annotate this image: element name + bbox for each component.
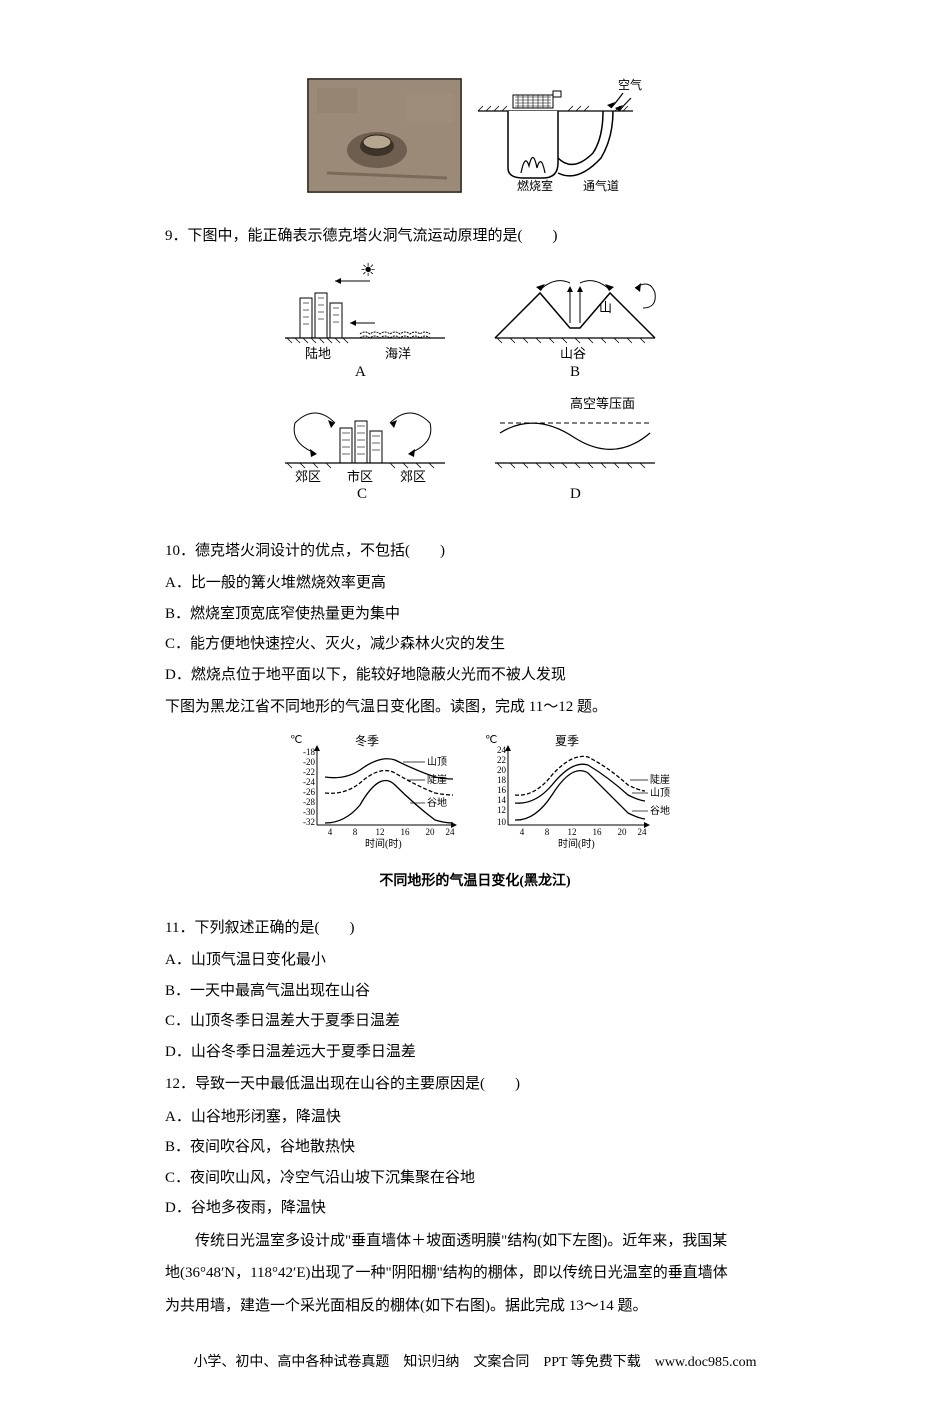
q9-text: 9．下图中，能正确表示德克塔火洞气流运动原理的是( ) <box>165 222 785 251</box>
svg-text:陡崖: 陡崖 <box>650 774 670 786</box>
q10-text: 10．德克塔火洞设计的优点，不包括( ) <box>165 537 785 566</box>
svg-text:山顶: 山顶 <box>650 787 670 799</box>
q10-opt-b: B．燃烧室顶宽底窄使热量更为集中 <box>165 600 785 629</box>
label-chamber: 燃烧室 <box>517 178 553 193</box>
svg-text:20: 20 <box>497 765 507 775</box>
svg-text:-20: -20 <box>303 757 315 767</box>
svg-text:A: A <box>355 364 366 380</box>
q12-opt-b: B．夜间吹谷风，谷地散热快 <box>165 1133 785 1162</box>
q11-opt-d: D．山谷冬季日温差远大于夏季日温差 <box>165 1038 785 1067</box>
q12-opt-c: C．夜间吹山风，冷空气沿山坡下沉集聚在谷地 <box>165 1164 785 1193</box>
svg-text:20: 20 <box>618 827 628 837</box>
svg-text:郊区: 郊区 <box>295 469 321 484</box>
svg-text:℃: ℃ <box>290 734 302 746</box>
svg-text:20: 20 <box>426 827 436 837</box>
intro-11-12: 下图为黑龙江省不同地形的气温日变化图。读图，完成 11～12 题。 <box>165 693 785 722</box>
intro13-line2: 地(36°48′N，118°42′E)出现了一种"阴阳棚"结构的棚体，即以传统日… <box>165 1259 785 1288</box>
svg-text:-26: -26 <box>303 787 315 797</box>
q11-opt-c: C．山顶冬季日温差大于夏季日温差 <box>165 1007 785 1036</box>
q12-text: 12．导致一天中最低温出现在山谷的主要原因是( ) <box>165 1070 785 1099</box>
page-footer: 小学、初中、高中各种试卷真题 知识归纳 文案合同 PPT 等免费下载 www.d… <box>165 1350 785 1377</box>
svg-text:℃: ℃ <box>485 734 497 746</box>
label-vent: 通气道 <box>583 178 619 193</box>
svg-text:4: 4 <box>520 827 525 837</box>
svg-text:陆地: 陆地 <box>305 346 331 361</box>
svg-text:14: 14 <box>497 795 507 805</box>
svg-text:22: 22 <box>497 755 506 765</box>
svg-text:冬季: 冬季 <box>355 733 379 748</box>
svg-text:4: 4 <box>328 827 333 837</box>
svg-text:24: 24 <box>497 745 507 755</box>
svg-text:市区: 市区 <box>347 469 373 484</box>
svg-text:山谷: 山谷 <box>560 346 586 361</box>
q10-opt-d: D．燃烧点位于地平面以下，能较好地隐蔽火光而不被人发现 <box>165 661 785 690</box>
svg-text:陡崖: 陡崖 <box>427 774 447 786</box>
q11-opt-b: B．一天中最高气温出现在山谷 <box>165 977 785 1006</box>
svg-text:8: 8 <box>545 827 550 837</box>
intro13-line1: 传统日光温室多设计成"垂直墙体＋坡面透明膜"结构(如下左图)。近年来，我国某 <box>165 1227 785 1256</box>
intro13-line3: 为共用墙，建造一个采光面相反的棚体(如下右图)。据此完成 13～14 题。 <box>165 1292 785 1321</box>
q11-opt-a: A．山顶气温日变化最小 <box>165 946 785 975</box>
svg-text:8: 8 <box>353 827 358 837</box>
svg-text:24: 24 <box>446 827 456 837</box>
q12-opt-a: A．山谷地形闭塞，降温快 <box>165 1103 785 1132</box>
svg-text:-32: -32 <box>303 817 315 827</box>
svg-text:B: B <box>570 364 580 380</box>
svg-text:D: D <box>570 486 581 502</box>
q12-opt-d: D．谷地多夜雨，降温快 <box>165 1194 785 1223</box>
svg-text:谷地: 谷地 <box>650 804 670 817</box>
svg-text:18: 18 <box>497 775 507 785</box>
svg-text:12: 12 <box>568 827 577 837</box>
q9-diagrams: ☀ <box>165 258 785 519</box>
svg-text:-22: -22 <box>303 767 315 777</box>
svg-text:☀: ☀ <box>360 260 376 280</box>
svg-text:16: 16 <box>401 827 411 837</box>
svg-text:高空等压面: 高空等压面 <box>570 396 635 411</box>
chart-caption: 不同地形的气温日变化(黑龙江) <box>165 869 785 896</box>
svg-text:谷地: 谷地 <box>427 796 447 809</box>
svg-text:时间(时): 时间(时) <box>558 837 595 850</box>
diagram-fire-hole-section: 空气 燃烧室 通气道 <box>473 78 643 204</box>
svg-text:海洋: 海洋 <box>385 346 411 361</box>
chart-temperature-variation: ℃ 冬季 -18 -20 -22 -24 -26 -28 -30 -32 <box>165 730 785 896</box>
svg-text:-30: -30 <box>303 807 315 817</box>
svg-text:山顶: 山顶 <box>427 756 447 768</box>
label-air: 空气 <box>618 78 642 92</box>
svg-text:16: 16 <box>593 827 603 837</box>
svg-text:24: 24 <box>638 827 648 837</box>
q11-text: 11．下列叙述正确的是( ) <box>165 914 785 943</box>
svg-text:16: 16 <box>497 785 507 795</box>
svg-text:12: 12 <box>497 805 506 815</box>
figure-dakota-fire-hole: 空气 燃烧室 通气道 <box>165 78 785 204</box>
svg-text:-28: -28 <box>303 797 315 807</box>
svg-text:郊区: 郊区 <box>400 469 426 484</box>
svg-text:时间(时): 时间(时) <box>365 837 402 850</box>
svg-text:-18: -18 <box>303 747 315 757</box>
q10-opt-a: A．比一般的篝火堆燃烧效率更高 <box>165 569 785 598</box>
svg-text:-24: -24 <box>303 777 315 787</box>
svg-text:10: 10 <box>497 817 507 827</box>
svg-text:C: C <box>357 486 367 502</box>
photo-fire-hole <box>307 78 462 204</box>
q10-opt-c: C．能方便地快速控火、灭火，减少森林火灾的发生 <box>165 630 785 659</box>
svg-text:12: 12 <box>376 827 385 837</box>
svg-text:山: 山 <box>599 300 612 315</box>
svg-text:夏季: 夏季 <box>555 734 579 748</box>
